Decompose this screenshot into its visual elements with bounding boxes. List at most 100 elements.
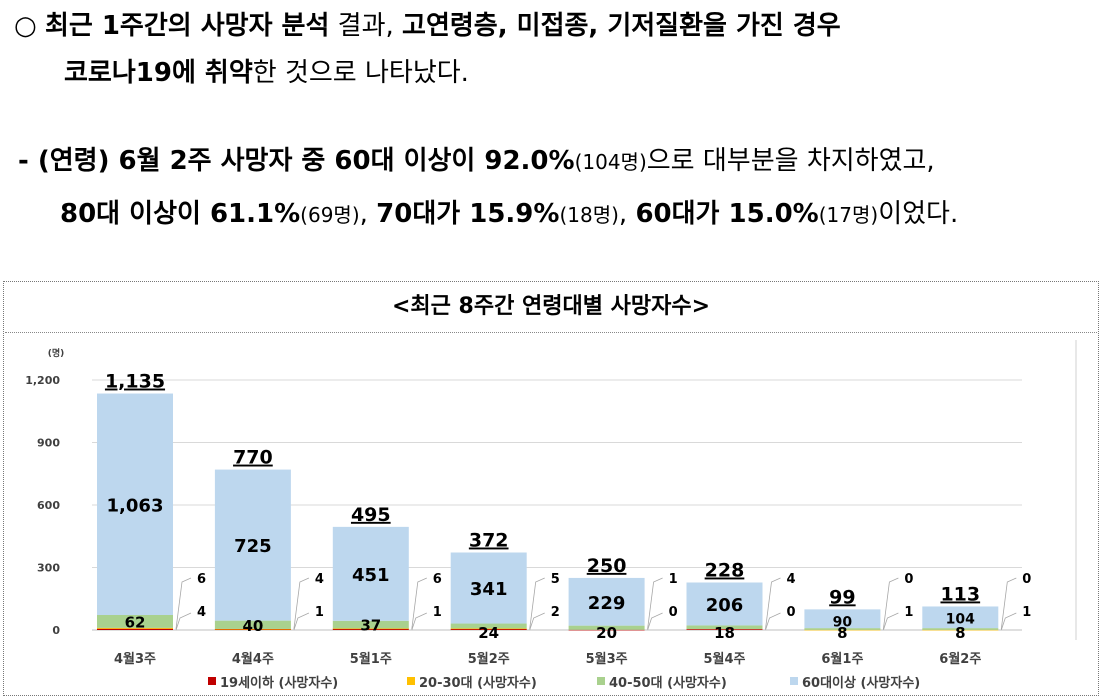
bar-total-label: 99 [829,586,855,608]
bar-segment [922,629,999,631]
segment-label-19-under: 5 [551,572,560,587]
bar-segment [214,620,291,629]
bar-segment [332,628,409,630]
bar-segment [922,606,999,629]
bar-total-label: 770 [233,447,273,469]
bar-segment [214,629,291,630]
segment-label-19-under: 6 [197,572,206,587]
bar-segment [97,615,173,628]
p1-segment-1: 최근 1주간의 사망자 분석 [44,11,330,41]
leader-line [765,612,781,631]
y-tick-label: 600 [37,499,60,512]
leader-line [175,612,192,631]
segment-label-60plus: 104 [946,611,975,627]
segment-label-20-30: 4 [197,605,206,620]
segment-label-19-under: 1 [669,572,678,587]
p4-segment-6: 60대가 15.0% [635,199,819,229]
p2-segment-0: 코로나19에 취약 [64,58,253,88]
leader-line [293,577,310,630]
bar-segment [214,628,291,630]
p4-segment-8: 이었다. [878,199,959,229]
y-axis-unit: (명) [48,347,65,359]
leader-line [647,612,663,631]
legend-label: 19세이하 (사망자수) [220,675,338,691]
segment-label-40-50: 62 [125,613,146,631]
x-tick-label: 5월1주 [350,651,392,667]
p4-segment-0: 80대 이상이 61.1% [60,199,301,229]
leader-line [175,577,192,630]
segment-label-60plus: 90 [833,614,853,630]
chart-frame [3,281,1099,696]
p3-segment-1: (104명) [574,150,647,174]
segment-label-20-30: 1 [904,605,913,620]
bar-segment [568,577,645,626]
segment-label-20-30: 1 [433,605,442,620]
y-tick-label: 1,200 [25,374,60,387]
chart-title: <최근 8주간 연령대별 사망자수> [391,294,711,319]
chart-title-divider [5,332,1097,333]
y-tick-label: 300 [37,562,60,575]
bar-total-label: 495 [351,504,391,526]
segment-label-20-30: 1 [1022,605,1031,620]
bar-segment [804,628,881,630]
x-tick-label: 4월3주 [114,651,156,667]
segment-label-19-under: 6 [433,572,442,587]
leader-line [411,577,427,630]
bar-segment [450,628,527,630]
segment-label-19-under: 4 [315,572,324,587]
segment-label-40-50: 20 [596,624,617,642]
bar-total-label: 250 [587,555,627,577]
leader-line [647,577,663,630]
segment-label-40-50: 18 [714,624,735,642]
p4-segment-4: (18명) [559,203,619,227]
x-tick-label: 6월1주 [821,651,863,667]
leader-line [293,612,310,631]
segment-label-20-30: 0 [787,605,796,620]
x-tick-label: 6월2주 [939,651,981,667]
y-tick-label: 0 [52,624,60,637]
segment-label-40-50: 37 [360,617,381,635]
paragraph-age-line-1: - (연령) 6월 2주 사망자 중 60대 이상이 92.0%(104명)으로… [18,145,935,178]
segment-label-40-50: 24 [478,624,499,642]
leader-line [883,577,899,630]
segment-label-60plus: 725 [234,536,272,557]
x-tick-label: 5월3주 [586,651,628,667]
legend-swatch [597,677,605,685]
leader-line [1000,577,1017,630]
segment-label-20-30: 1 [315,605,324,620]
p4-segment-1: (69명) [300,203,360,227]
bar-total-label: 228 [705,560,745,582]
legend-label: 60대이상 (사망자수) [802,675,920,691]
segment-label-60plus: 451 [352,565,390,586]
segment-label-60plus: 1,063 [107,495,164,516]
bar-segment [450,628,527,630]
x-tick-label: 5월2주 [468,651,510,667]
p4-segment-5: , [618,199,636,229]
bar-segment [568,629,645,631]
p2-segment-1: 한 것으로 나타났다. [252,58,469,88]
y-tick-label: 900 [37,437,60,450]
x-tick-label: 4월4주 [232,651,274,667]
leader-line [883,612,899,631]
bar-segment [686,625,763,630]
x-tick-label: 5월4주 [703,651,745,667]
legend-swatch [407,677,415,685]
p3-segment-2: 으로 대부분을 차지하였고, [646,146,935,176]
p4-segment-7: (17명) [818,203,879,227]
bar-segment [450,623,527,629]
leader-line [765,577,781,630]
leader-line [411,612,427,631]
segment-label-60plus: 206 [706,595,744,616]
leader-line [529,612,545,631]
segment-label-20-30: 0 [669,605,678,620]
p1-segment-0: ○ [14,11,45,41]
bar-segment [804,609,881,629]
bar-total-label: 113 [940,583,980,605]
segment-label-19-under: 4 [787,572,796,587]
paragraph-summary-line-2: 코로나19에 취약한 것으로 나타났다. [64,57,469,90]
segment-label-20-30: 2 [551,605,560,620]
leader-line [529,577,545,630]
bar-segment [214,469,291,621]
bar-segment [568,625,645,630]
